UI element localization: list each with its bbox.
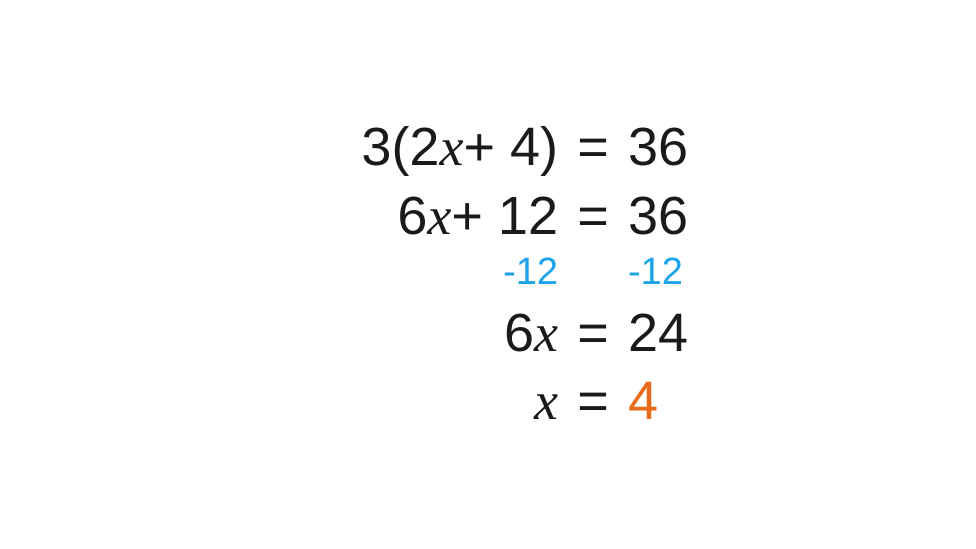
line3-lhs-a: 6: [504, 302, 534, 364]
subtraction-step: -12 -12: [268, 251, 708, 295]
equation-line-2: 6x + 12 = 36: [268, 185, 708, 247]
line3-rhs: 24: [628, 302, 708, 364]
line2-lhs: 6x + 12: [268, 185, 558, 247]
line2-rhs: 36: [628, 185, 708, 247]
answer-value: 4: [628, 370, 658, 432]
line3-var: x: [534, 302, 558, 364]
step-lhs: -12: [268, 251, 558, 295]
line2-var: x: [427, 185, 451, 247]
line4-lhs: x: [268, 370, 558, 432]
equation-line-4: x = 4: [268, 370, 708, 432]
line1-var: x: [439, 116, 463, 178]
line4-equals: =: [558, 370, 628, 432]
line2-lhs-a: 6: [397, 185, 427, 247]
line1-lhs-a: 3(2: [361, 116, 439, 178]
line1-rhs: 36: [628, 116, 708, 178]
line3-lhs: 6x: [268, 302, 558, 364]
equation-solving-steps: 3(2x + 4) = 36 6x + 12 = 36 -12 -12 6x =…: [268, 116, 708, 432]
line1-equals: =: [558, 116, 628, 178]
line4-var: x: [534, 370, 558, 432]
line2-lhs-b: + 12: [451, 185, 558, 247]
line2-equals: =: [558, 185, 628, 247]
line1-lhs-b: + 4): [463, 116, 558, 178]
line1-lhs: 3(2x + 4): [268, 116, 558, 178]
step-rhs: -12: [628, 251, 708, 295]
equation-line-3: 6x = 24: [268, 302, 708, 364]
equation-line-1: 3(2x + 4) = 36: [268, 116, 708, 178]
line3-equals: =: [558, 302, 628, 364]
line4-rhs: 4: [628, 370, 708, 432]
